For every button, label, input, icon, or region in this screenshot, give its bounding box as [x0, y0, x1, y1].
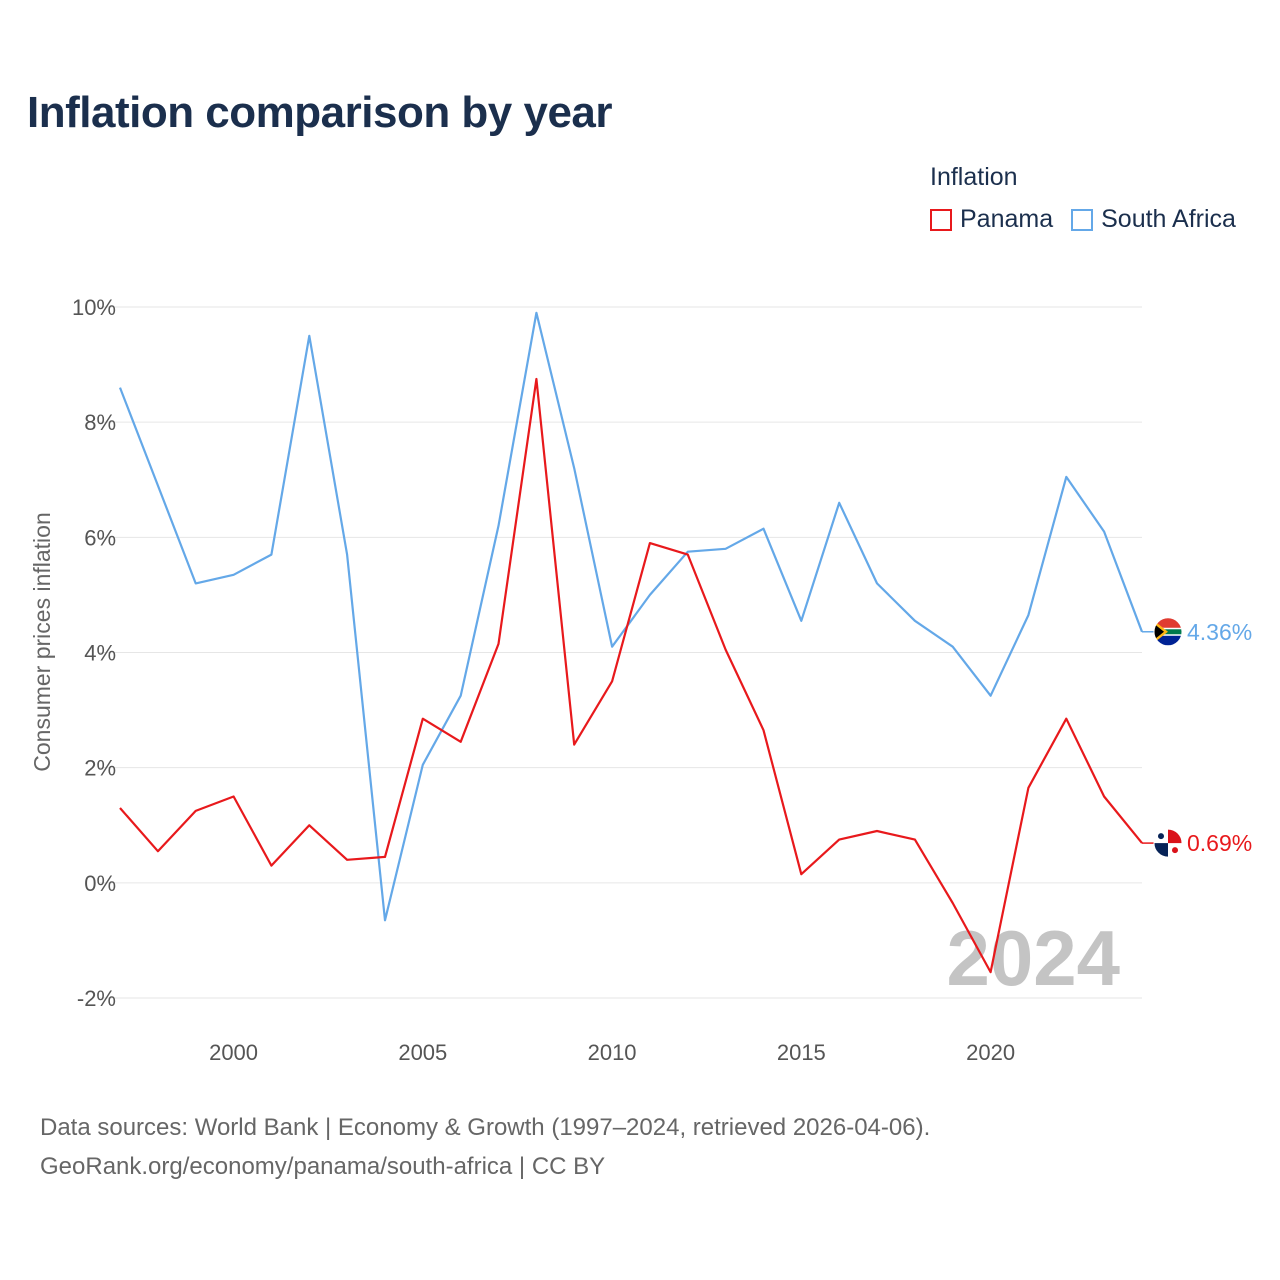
legend-title: Inflation: [930, 163, 1018, 191]
panama-flag-icon: [1153, 828, 1183, 858]
x-tick-label: 2005: [398, 1040, 447, 1065]
x-tick-label: 2015: [777, 1040, 826, 1065]
series-line-south-africa[interactable]: [118, 311, 1144, 922]
y-tick-label: 8%: [84, 410, 116, 435]
legend-swatch-south-africa: [1071, 208, 1094, 231]
data-source-note: Data sources: World Bank | Economy & Gro…: [40, 1114, 931, 1141]
footer: Data sources: World Bank | Economy & Gro…: [40, 1108, 930, 1186]
series-lines: [118, 311, 1144, 974]
legend-label-panama: Panama: [960, 205, 1054, 233]
y-tick-label: -2%: [77, 986, 116, 1011]
series-line-panama[interactable]: [119, 377, 1143, 974]
legend: Panama South Africa: [930, 205, 1254, 234]
x-tick-label: 2000: [209, 1040, 258, 1065]
legend-item-south-africa[interactable]: South Africa: [1071, 205, 1236, 234]
y-tick-label: 0%: [84, 871, 116, 896]
legend-swatch-panama: [930, 208, 952, 231]
y-axis-ticks: 10% 8% 6% 4% 2% 0% -2%: [72, 295, 116, 1011]
legend-label-south-africa: South Africa: [1101, 205, 1236, 233]
x-tick-label: 2020: [966, 1040, 1015, 1065]
y-tick-label: 4%: [84, 641, 116, 666]
y-axis-label: Consumer prices inflation: [29, 512, 55, 772]
source-link[interactable]: GeoRank.org/economy/panama/south-africa …: [40, 1153, 606, 1180]
end-value-label-south-africa: 4.36%: [1187, 619, 1252, 645]
y-tick-label: 2%: [84, 756, 116, 781]
south-africa-flag-icon: [1153, 617, 1183, 647]
x-axis-ticks: 2000 2005 2010 2015 2020: [209, 1040, 1015, 1065]
y-tick-label: 10%: [72, 295, 116, 320]
x-tick-label: 2010: [588, 1040, 637, 1065]
line-chart: 10% 8% 6% 4% 2% 0% -2% 2000 2005 2010 2015 2020 Co…: [29, 295, 1252, 1065]
year-watermark: 2024: [946, 914, 1120, 1002]
legend-item-panama[interactable]: Panama: [930, 205, 1053, 234]
end-value-label-panama: 0.69%: [1187, 830, 1252, 856]
end-markers: 4.36% 0.69%: [1142, 617, 1252, 858]
y-tick-label: 6%: [84, 525, 116, 550]
chart-title: Inflation comparison by year: [27, 88, 613, 137]
